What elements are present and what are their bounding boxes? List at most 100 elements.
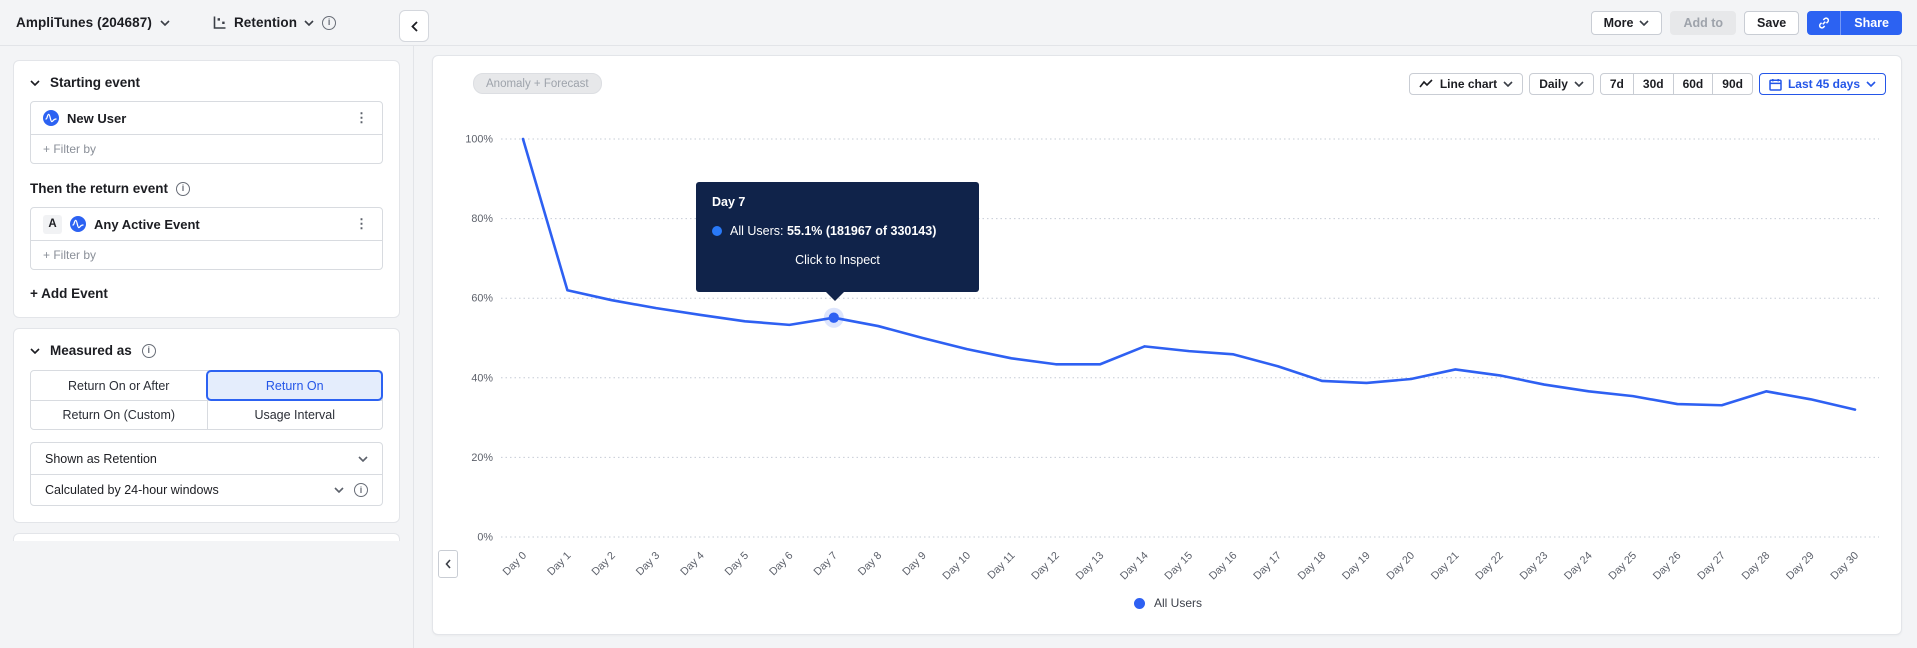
x-axis-label: Day 15 [1162,550,1195,583]
info-icon[interactable]: i [141,343,156,358]
header-actions: More Add to Save Share [1590,11,1902,35]
x-axis-label: Day 13 [1074,550,1107,583]
range-60d-button[interactable]: 60d [1672,74,1713,94]
legend-series-dot[interactable] [1133,597,1145,609]
x-axis-label: Day 12 [1029,550,1062,583]
highlight-point[interactable] [828,312,839,323]
range-30d-button[interactable]: 30d [1632,74,1673,94]
x-axis-label: Day 28 [1740,550,1773,583]
x-axis-label: Day 11 [985,550,1017,582]
save-button[interactable]: Save [1744,11,1800,35]
x-axis-label: Day 26 [1651,550,1684,583]
starting-event-title: Starting event [50,75,141,90]
chart-legend: All Users [433,596,1903,610]
chart-type-value: Line chart [1439,77,1498,91]
x-axis-label: Day 25 [1606,550,1639,583]
amplitude-event-icon [43,110,59,126]
chart-panel: Anomaly + Forecast Line chart Daily 7d 30… [432,55,1902,635]
starting-event-row[interactable]: New User ⋮ [31,102,382,134]
range-90d-button[interactable]: 90d [1712,74,1752,94]
y-axis-label: 40% [471,372,493,384]
x-axis-label: Day 14 [1118,550,1151,583]
chart-type-select[interactable]: Line chart [1408,73,1524,95]
x-axis-label: Day 29 [1784,550,1817,583]
anomaly-forecast-button[interactable]: Anomaly + Forecast [473,73,602,94]
more-label: More [1603,16,1634,30]
chevron-down-icon [1574,81,1584,87]
return-event-title: Then the return event [30,181,169,196]
quick-range-group: 7d 30d 60d 90d [1599,73,1753,95]
add-event-button[interactable]: + Add Event [30,286,108,301]
project-title[interactable]: AmpliTunes (204687) [16,15,152,30]
chart-controls: Line chart Daily 7d 30d 60d 90d Last 45 day… [1408,73,1886,95]
y-axis-label: 0% [477,532,493,544]
retention-chart-svg[interactable]: 100% 80% 60% 40% 20% 0% Day 0 Day 1 Day 2 Day 3 Da… [433,56,1903,636]
x-axis-label: Day 5 [723,550,751,578]
info-icon[interactable]: i [176,181,191,196]
measured-as-option[interactable]: Return On [205,370,383,401]
x-axis-label: Day 8 [856,550,884,578]
amplitude-event-icon [70,216,86,232]
tooltip-value: 55.1% (181967 of 330143) [786,224,937,238]
x-axis-label: Day 18 [1296,550,1329,583]
collapse-panel-button[interactable] [399,10,429,42]
x-axis-label: Day 4 [678,550,706,578]
chevron-down-icon[interactable] [304,19,314,26]
x-axis-label: Day 6 [767,550,795,578]
measured-as-card: Measured as i Return On or After Return O… [13,328,400,523]
x-axis-label: Day 0 [501,550,529,578]
x-axis-label: Day 1 [545,550,573,578]
chevron-down-icon[interactable] [160,19,170,26]
share-button[interactable]: Share [1841,11,1902,35]
top-header-bar: AmpliTunes (204687) Retention i More Add… [0,0,1917,46]
chart-scroll-left-button[interactable] [438,550,458,578]
x-axis-label: Day 21 [1429,550,1462,583]
date-range-select[interactable]: Last 45 days [1758,73,1886,95]
x-axis-label: Day 17 [1251,550,1284,583]
starting-event-filter-by[interactable]: + Filter by [31,134,382,163]
measured-as-title: Measured as [50,343,132,358]
retention-line[interactable] [521,137,1857,411]
event-builder-sidebar: Starting event New User ⋮ + Filter by Th [13,60,400,541]
add-to-button[interactable]: Add to [1670,11,1737,35]
y-axis-label: 80% [471,213,493,225]
chevron-down-icon [1866,81,1876,87]
starting-event-header[interactable]: Starting event [30,75,383,90]
return-event-box: A Any Active Event ⋮ + Filter by [30,207,383,270]
tooltip-action[interactable]: Click to Inspect [795,253,880,267]
info-icon[interactable]: i [322,15,337,30]
breadcrumb: AmpliTunes (204687) Retention i [16,0,337,45]
shown-as-dropdown[interactable]: Shown as Retention [31,443,382,474]
more-button[interactable]: More [1590,11,1663,35]
chart-type-crumb[interactable]: Retention [212,15,314,30]
kebab-menu-icon[interactable]: ⋮ [355,110,368,125]
chevron-down-icon [358,455,368,462]
date-range-value: Last 45 days [1787,77,1860,91]
link-icon [1818,17,1829,29]
measured-as-header[interactable]: Measured as i [30,343,383,358]
granularity-select[interactable]: Daily [1529,73,1594,95]
info-icon[interactable]: i [354,483,368,497]
x-axis-label: Day 3 [634,550,662,578]
measured-as-option[interactable]: Return On (Custom) [31,400,207,429]
starting-event-box: New User ⋮ + Filter by [30,101,383,164]
range-7d-button[interactable]: 7d [1609,77,1624,91]
y-axis-label: 20% [471,452,493,464]
return-event-name: Any Active Event [94,216,200,232]
measured-as-options: Return On or After Return On Return On (Cu… [30,370,383,430]
measured-as-option[interactable]: Usage Interval [206,400,382,429]
chevron-left-icon [445,559,451,569]
event-order-badge: A [43,214,62,234]
measured-as-option[interactable]: Return On or After [31,371,207,400]
return-event-filter-by[interactable]: + Filter by [31,240,382,269]
return-event-row[interactable]: A Any Active Event ⋮ [31,208,382,240]
copy-link-button[interactable] [1807,11,1842,35]
chevron-down-icon [1639,20,1650,26]
chart-type-label[interactable]: Retention [233,15,298,30]
kebab-menu-icon[interactable]: ⋮ [355,216,368,231]
calculated-by-dropdown[interactable]: Calculated by 24-hour windows i [31,474,382,505]
panel-divider [413,0,414,648]
x-axis-label: Day 30 [1828,550,1861,583]
chevron-down-icon [334,487,344,493]
